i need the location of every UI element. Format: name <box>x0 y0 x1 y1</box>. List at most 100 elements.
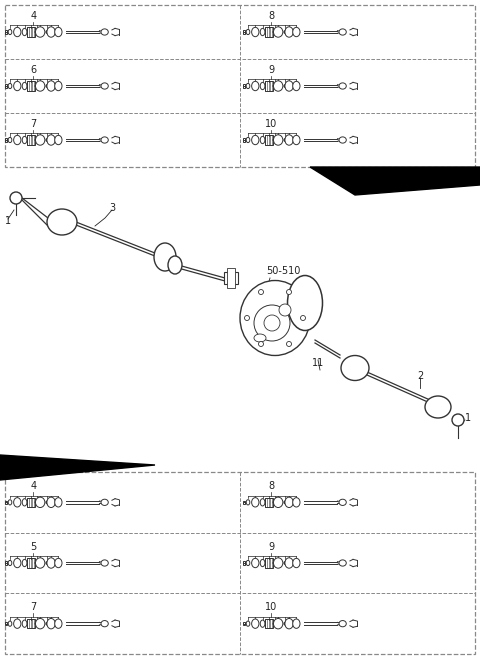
Circle shape <box>10 192 22 204</box>
Bar <box>243 30 245 34</box>
Bar <box>5 84 7 88</box>
Circle shape <box>264 315 280 331</box>
Ellipse shape <box>22 499 27 506</box>
Bar <box>27 558 35 567</box>
Circle shape <box>287 341 291 347</box>
Ellipse shape <box>293 498 300 507</box>
Ellipse shape <box>36 81 45 91</box>
Ellipse shape <box>36 27 45 37</box>
Bar <box>264 135 273 145</box>
Ellipse shape <box>47 497 55 507</box>
Text: 4: 4 <box>30 481 36 491</box>
Ellipse shape <box>246 621 250 626</box>
Text: 2: 2 <box>417 371 423 381</box>
Circle shape <box>284 31 287 34</box>
Ellipse shape <box>8 621 12 626</box>
Ellipse shape <box>55 81 62 91</box>
Text: 8: 8 <box>268 481 275 491</box>
Ellipse shape <box>47 558 55 568</box>
Bar <box>224 272 238 284</box>
Ellipse shape <box>252 498 259 507</box>
Ellipse shape <box>293 619 300 628</box>
Bar <box>27 81 35 91</box>
Ellipse shape <box>8 137 12 142</box>
Ellipse shape <box>55 498 62 507</box>
Ellipse shape <box>22 28 27 36</box>
Circle shape <box>259 341 264 347</box>
Ellipse shape <box>36 618 45 629</box>
Circle shape <box>273 138 276 141</box>
Ellipse shape <box>101 83 108 89</box>
Bar <box>243 84 245 88</box>
Bar <box>5 561 7 565</box>
Circle shape <box>273 85 276 87</box>
Ellipse shape <box>47 135 55 145</box>
Text: 50-510: 50-510 <box>266 266 300 276</box>
Ellipse shape <box>252 81 259 91</box>
Ellipse shape <box>274 81 283 91</box>
Ellipse shape <box>260 82 265 90</box>
Circle shape <box>300 316 305 320</box>
Ellipse shape <box>339 621 346 627</box>
Text: 9: 9 <box>268 542 275 552</box>
Circle shape <box>46 31 49 34</box>
Polygon shape <box>0 455 155 480</box>
Ellipse shape <box>246 30 250 35</box>
Ellipse shape <box>285 81 293 91</box>
Ellipse shape <box>252 558 259 567</box>
Ellipse shape <box>285 135 293 145</box>
Ellipse shape <box>339 29 346 35</box>
Ellipse shape <box>8 560 12 565</box>
Ellipse shape <box>101 500 108 505</box>
Bar <box>264 558 273 567</box>
Bar <box>264 27 273 37</box>
Text: 3: 3 <box>109 203 115 213</box>
Bar <box>264 81 273 91</box>
Ellipse shape <box>260 620 265 627</box>
Ellipse shape <box>274 558 283 568</box>
Ellipse shape <box>260 559 265 567</box>
Ellipse shape <box>154 243 176 271</box>
Ellipse shape <box>47 618 55 629</box>
Circle shape <box>46 622 49 625</box>
Ellipse shape <box>246 560 250 565</box>
Circle shape <box>284 501 287 503</box>
Bar <box>5 5 475 167</box>
Bar <box>5 472 475 654</box>
Circle shape <box>35 561 38 564</box>
Ellipse shape <box>288 275 323 331</box>
Ellipse shape <box>339 137 346 143</box>
Ellipse shape <box>8 30 12 35</box>
Circle shape <box>273 31 276 34</box>
Ellipse shape <box>341 355 369 380</box>
Text: 1: 1 <box>5 216 11 226</box>
Circle shape <box>254 305 290 341</box>
Bar <box>264 498 273 507</box>
Text: 10: 10 <box>265 119 277 129</box>
Bar <box>227 268 235 288</box>
Circle shape <box>244 316 250 320</box>
Text: 6: 6 <box>30 65 36 74</box>
Text: 11: 11 <box>312 358 324 368</box>
Ellipse shape <box>293 27 300 37</box>
Text: 7: 7 <box>30 602 36 612</box>
Ellipse shape <box>254 334 266 342</box>
Ellipse shape <box>260 28 265 36</box>
Ellipse shape <box>13 498 21 507</box>
Ellipse shape <box>36 497 45 507</box>
Ellipse shape <box>47 209 77 235</box>
Bar <box>27 498 35 507</box>
Text: 4: 4 <box>30 11 36 20</box>
Circle shape <box>284 85 287 87</box>
Bar <box>243 138 245 142</box>
Ellipse shape <box>425 396 451 418</box>
Bar <box>5 622 7 625</box>
Ellipse shape <box>246 500 250 505</box>
Ellipse shape <box>293 135 300 145</box>
Ellipse shape <box>13 619 21 628</box>
Ellipse shape <box>8 500 12 505</box>
Ellipse shape <box>252 27 259 37</box>
Circle shape <box>452 414 464 426</box>
Ellipse shape <box>36 558 45 568</box>
Ellipse shape <box>293 81 300 91</box>
